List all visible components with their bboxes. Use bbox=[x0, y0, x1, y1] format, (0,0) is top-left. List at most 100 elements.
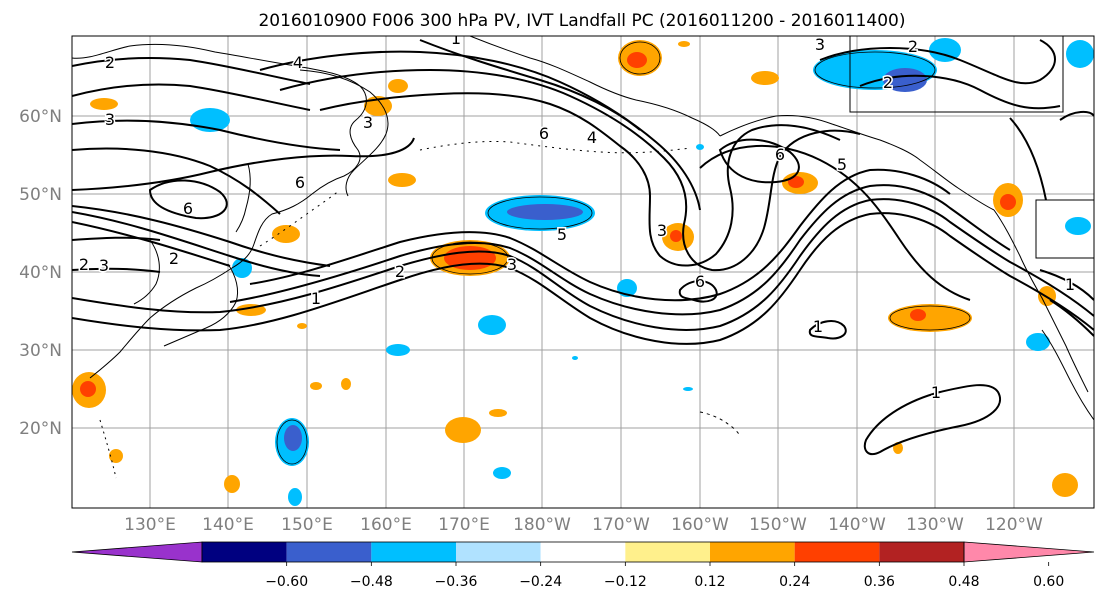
lon-tick-label: 170°W bbox=[592, 515, 650, 535]
ivt-blob bbox=[445, 417, 481, 443]
contour-label: 1 bbox=[931, 383, 941, 402]
ivt-contour-edge bbox=[276, 419, 308, 465]
ivt-blob bbox=[572, 356, 578, 360]
inset-box-north bbox=[849, 36, 1064, 113]
contour-label: 6 bbox=[539, 124, 549, 143]
colorbar-swatch bbox=[371, 542, 456, 562]
ivt-contour-edge bbox=[619, 41, 661, 75]
lon-tick-label: 170°E bbox=[438, 515, 490, 535]
lon-tick-label: 120°W bbox=[985, 515, 1043, 535]
ivt-blob bbox=[493, 467, 511, 479]
ivt-blob bbox=[388, 79, 408, 93]
colorbar-tick-label: −0.48 bbox=[350, 574, 393, 590]
coastline-sakhalin bbox=[235, 163, 251, 233]
ivt-blob bbox=[1026, 333, 1050, 351]
colorbar-swatch bbox=[202, 542, 287, 562]
colorbar-tick-label: −0.36 bbox=[435, 574, 478, 590]
contour-label: 6 bbox=[695, 272, 705, 291]
lat-tick-label: 60°N bbox=[19, 107, 62, 127]
lon-tick-label: 130°W bbox=[906, 515, 964, 535]
pv-contour bbox=[72, 212, 1094, 345]
pv-contour bbox=[419, 39, 641, 131]
contour-label: 1 bbox=[1065, 275, 1075, 294]
ivt-blob bbox=[683, 387, 693, 391]
pv-contour bbox=[1059, 110, 1094, 121]
ivt-blob bbox=[284, 425, 302, 451]
colorbar-swatch bbox=[625, 542, 710, 562]
ivt-blob bbox=[489, 409, 507, 417]
contour-label: 2 bbox=[105, 53, 115, 72]
lon-tick-label: 140°W bbox=[828, 515, 886, 535]
ivt-blob bbox=[1052, 473, 1078, 497]
ivt-blob bbox=[888, 304, 972, 332]
ivt-blob bbox=[910, 309, 926, 321]
coastline-canada bbox=[993, 209, 1089, 393]
figure-title: 2016010900 F006 300 hPa PV, IVT Landfall… bbox=[258, 11, 905, 31]
lon-tick-label: 130°E bbox=[124, 515, 176, 535]
colorbar-tick-label: −0.12 bbox=[604, 574, 647, 590]
contour-label: 2 bbox=[395, 262, 405, 281]
ivt-contour-edge bbox=[814, 51, 936, 89]
ivt-blob bbox=[1066, 40, 1094, 68]
ivt-blob bbox=[297, 323, 307, 329]
contour-label: 1 bbox=[311, 289, 321, 308]
ivt-shading-edges bbox=[276, 41, 971, 465]
ivt-blob bbox=[80, 381, 96, 397]
ivt-blob bbox=[288, 488, 302, 506]
lon-tick-label: 150°W bbox=[749, 515, 807, 535]
pv-contour bbox=[72, 147, 281, 215]
longitude-axis: 130°E 140°E 150°E 160°E 170°E 180°W 170°W 160°W… bbox=[124, 515, 1043, 535]
coastline-korea bbox=[133, 239, 160, 305]
ivt-contour-edge bbox=[889, 305, 971, 331]
lon-tick-label: 160°W bbox=[671, 515, 729, 535]
ivt-negative-blobs bbox=[190, 38, 1094, 506]
contour-label: 2 bbox=[908, 37, 918, 56]
pv-contour bbox=[72, 221, 231, 267]
ivt-blob bbox=[90, 98, 118, 110]
pv-contour bbox=[863, 384, 1001, 456]
colorbar-swatch bbox=[710, 542, 795, 562]
pv-contour bbox=[1039, 269, 1094, 301]
ivt-contour-edge bbox=[487, 196, 593, 230]
ivt-blob bbox=[929, 38, 961, 62]
contour-label: 3 bbox=[99, 256, 109, 275]
contour-label: 5 bbox=[557, 225, 567, 244]
lat-tick-label: 40°N bbox=[19, 263, 62, 283]
contour-label: 3 bbox=[507, 255, 517, 274]
lat-tick-label: 30°N bbox=[19, 341, 62, 361]
latitude-axis: 60°N 50°N 40°N 30°N 20°N bbox=[19, 107, 62, 439]
pv-contour bbox=[72, 119, 341, 151]
colorbar-tick-label: −0.60 bbox=[265, 574, 308, 590]
lon-tick-label: 150°E bbox=[281, 515, 333, 535]
graticule bbox=[72, 36, 1094, 508]
contour-label: 1 bbox=[813, 317, 823, 336]
ivt-blob bbox=[1065, 217, 1091, 235]
island-chain-kuril bbox=[259, 189, 341, 247]
ivt-blob bbox=[386, 344, 410, 356]
ivt-blob bbox=[696, 144, 704, 150]
coastlines bbox=[72, 36, 1094, 479]
colorbar-frame bbox=[201, 541, 965, 563]
contour-label: 3 bbox=[363, 113, 373, 132]
pv-contours bbox=[72, 39, 1094, 456]
colorbar-tick-label: 0.48 bbox=[948, 574, 979, 590]
pv-contour bbox=[808, 320, 847, 340]
ivt-blob bbox=[341, 378, 351, 390]
colorbar-swatch bbox=[794, 542, 880, 562]
contour-label: 6 bbox=[775, 145, 785, 164]
ivt-blob bbox=[109, 449, 123, 463]
pv-contour bbox=[72, 198, 1094, 331]
colorbar-swatch bbox=[456, 542, 541, 562]
contour-label: 4 bbox=[293, 53, 303, 72]
colorbar-swatch bbox=[286, 542, 372, 562]
pv-contour bbox=[148, 179, 228, 220]
ivt-blob bbox=[232, 258, 252, 278]
colorbar-tick-label: −0.24 bbox=[519, 574, 562, 590]
colorbar-tick-label: 0.36 bbox=[864, 574, 895, 590]
pv-contour bbox=[699, 144, 971, 301]
pv-contour bbox=[678, 280, 718, 303]
ivt-blob bbox=[670, 230, 682, 242]
map-frame bbox=[71, 35, 1095, 509]
